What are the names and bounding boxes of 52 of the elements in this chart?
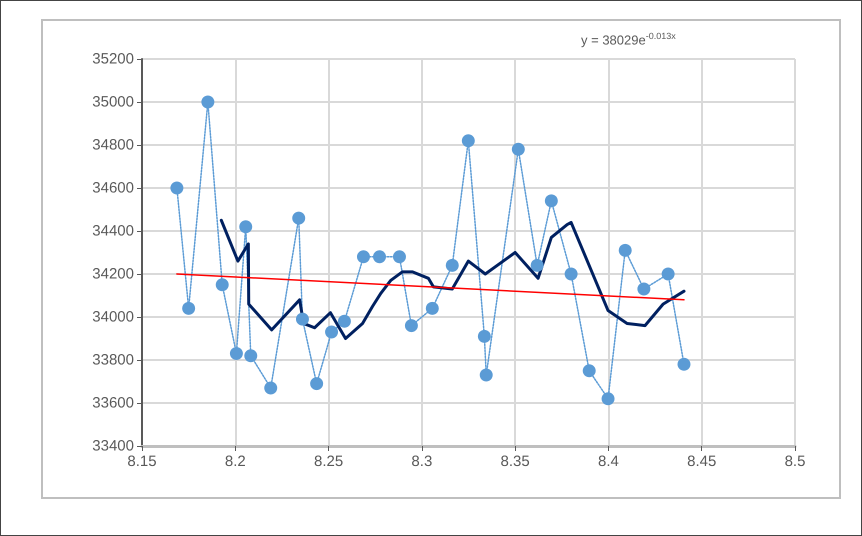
point — [637, 282, 650, 296]
point — [373, 250, 386, 264]
point — [564, 268, 578, 280]
point — [478, 330, 491, 343]
y-tick-label: 34600 — [92, 180, 134, 196]
point — [310, 377, 324, 390]
point — [602, 392, 615, 406]
point — [292, 212, 306, 225]
point — [618, 244, 632, 257]
point — [182, 302, 196, 315]
point — [244, 349, 258, 362]
point — [216, 278, 229, 292]
y-tick-label: 35200 — [92, 50, 134, 68]
y-tick-label: 34000 — [92, 308, 134, 326]
point — [356, 250, 370, 264]
x-tick-label: 8.15 — [127, 453, 157, 470]
point — [239, 220, 252, 234]
point — [264, 381, 278, 394]
x-tick-label: 8.35 — [500, 453, 530, 470]
x-tick-label: 8.45 — [687, 453, 716, 470]
point — [404, 319, 418, 332]
x-tick-label: 8.25 — [314, 453, 344, 470]
y-tick-label: 34200 — [92, 266, 134, 282]
y-tick-label: 34400 — [92, 222, 134, 240]
y-tick-label: 35000 — [92, 94, 134, 110]
x-tick-label: 8.4 — [598, 453, 619, 470]
x-tick-label: 8.2 — [224, 453, 246, 470]
y-tick-label: 33600 — [92, 394, 134, 412]
text: y = 38029e$^{-0.013x}$ — [581, 31, 676, 48]
x-tick-label: 8.5 — [784, 453, 806, 470]
point — [480, 368, 493, 382]
point — [462, 134, 475, 148]
point — [446, 258, 459, 272]
point — [170, 182, 184, 194]
point — [392, 250, 406, 264]
point — [512, 142, 525, 156]
point — [678, 358, 690, 371]
point — [544, 194, 558, 208]
point — [338, 314, 351, 328]
y-tick-label: 33800 — [92, 352, 134, 368]
point — [325, 326, 338, 339]
point — [530, 258, 544, 272]
y-tick-label: 33400 — [92, 438, 134, 454]
line-series — [220, 218, 686, 340]
point — [230, 347, 243, 360]
point — [662, 268, 675, 280]
point — [426, 302, 439, 315]
x-tick-label: 8.3 — [411, 453, 432, 470]
point — [296, 312, 309, 326]
y-tick-label: 34800 — [92, 136, 134, 154]
point — [582, 364, 596, 378]
point — [201, 96, 214, 108]
